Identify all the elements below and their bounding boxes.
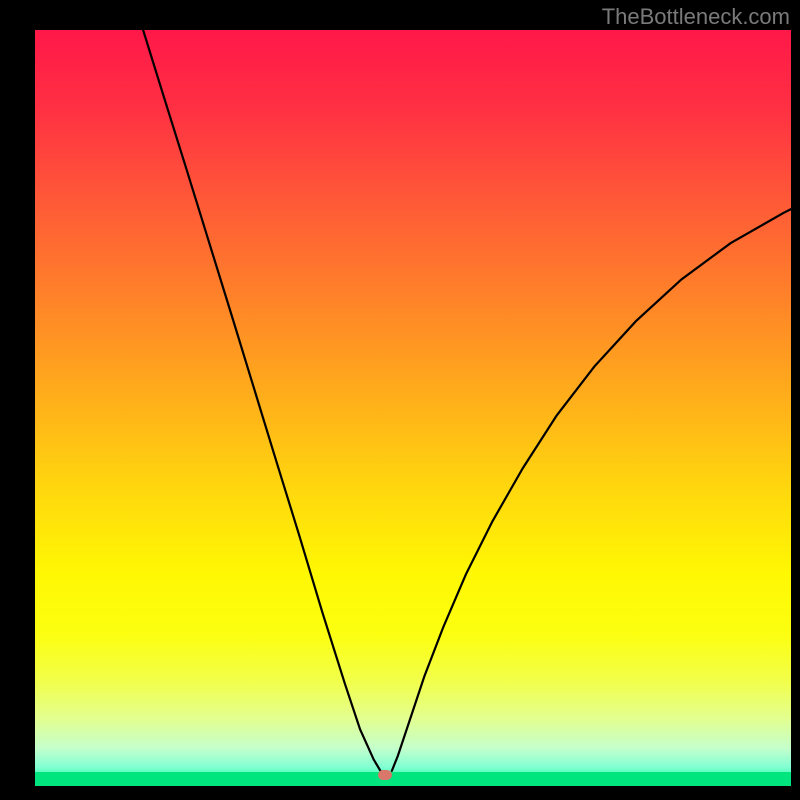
watermark-text: TheBottleneck.com [602,4,790,30]
bottleneck-curve [35,30,791,786]
optimum-marker [378,770,392,780]
plot-area [35,30,791,786]
